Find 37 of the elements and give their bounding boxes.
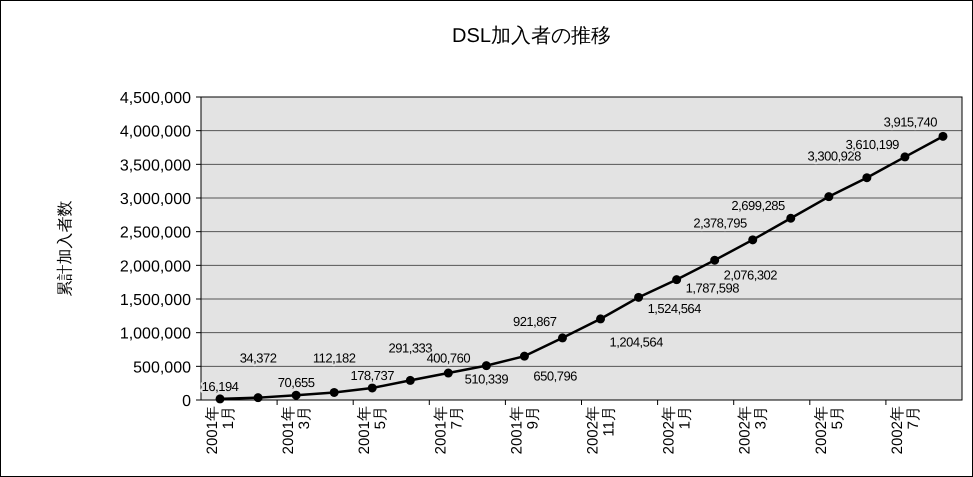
x-tick-label: 2001年 5月: [356, 406, 390, 454]
x-tick-label: 2001年 3月: [280, 406, 314, 454]
y-tick-label: 3,500,000: [120, 157, 192, 174]
data-label: 2,699,285: [731, 198, 786, 214]
data-label: 34,372: [240, 350, 277, 366]
data-label: 70,655: [278, 375, 315, 390]
x-tick-label: 2002年 3月: [736, 406, 770, 454]
y-tick-label: 500,000: [133, 359, 192, 376]
x-tick-label: 2002年 1月: [660, 406, 694, 454]
x-tick-label: 2001年 7月: [432, 406, 466, 454]
y-tick-label: 4,500,000: [120, 90, 192, 107]
data-label: 2,378,795: [693, 216, 747, 231]
x-tick-label: 2002年 5月: [812, 406, 846, 454]
x-tick-label: 2002年 7月: [888, 406, 922, 454]
y-tick-label: 3,000,000: [120, 191, 192, 208]
y-axis-title: 累計加入者数: [56, 200, 74, 296]
data-label: 16,194: [202, 378, 239, 394]
data-label: 650,796: [533, 368, 578, 384]
y-tick-label: 0: [182, 393, 192, 410]
x-tick-label: 2001年 9月: [508, 406, 542, 454]
data-label: 1,524,564: [648, 301, 702, 316]
data-label: 2,076,302: [724, 267, 778, 282]
y-tick-label: 1,000,000: [120, 326, 192, 343]
y-tick-label: 2,000,000: [120, 258, 192, 276]
y-tick-label: 1,500,000: [120, 292, 192, 309]
y-tick-label: 2,500,000: [120, 224, 192, 242]
data-label: 112,182: [312, 350, 356, 366]
data-label: 510,339: [464, 372, 508, 387]
y-tick-label: 4,000,000: [120, 124, 192, 141]
chart-title: DSL加入者の推移: [452, 25, 611, 47]
data-label: 921,867: [512, 314, 557, 329]
data-label: 1,204,564: [610, 334, 664, 350]
x-tick-label: 2002年 11月: [584, 406, 618, 454]
data-label: 3,915,740: [884, 114, 938, 130]
x-tick-label: 2001年 1月: [204, 406, 238, 454]
data-label: 1,787,598: [686, 280, 740, 296]
data-label: 178,737: [350, 368, 394, 383]
